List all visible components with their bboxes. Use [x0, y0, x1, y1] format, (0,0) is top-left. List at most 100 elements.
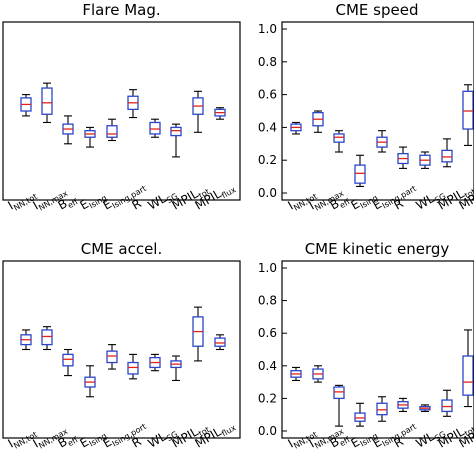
panel-title: CME kinetic energy: [305, 240, 450, 258]
box-plot-7: [149, 353, 161, 372]
x-label-base: I: [31, 199, 41, 213]
box-plot-7: [419, 151, 431, 169]
panel-2: CME speed0.00.20.40.60.81.0INN,totINN,ma…: [258, 1, 474, 215]
box-plot-6: [127, 89, 139, 119]
box-plot-2: [41, 326, 53, 351]
box-plot-8: [170, 123, 182, 158]
iqr-box: [354, 164, 366, 184]
iqr-box: [441, 399, 453, 413]
iqr-box: [127, 361, 139, 375]
box-group: [20, 82, 226, 158]
iqr-box: [462, 355, 474, 396]
x-label-base: MPIL: [193, 186, 224, 212]
box-plot-9: [462, 329, 474, 408]
box-plot-1: [290, 366, 302, 382]
y-tick-label: 0.8: [258, 294, 277, 308]
box-plot-7: [419, 404, 431, 412]
x-label-subscript: tot: [463, 187, 474, 200]
x-tick-label: MP: [457, 192, 474, 213]
box-plot-9: [462, 84, 474, 146]
y-tick-label: 0.6: [258, 88, 277, 102]
y-tick-label: 0.6: [258, 326, 277, 340]
box-plot-3: [333, 384, 345, 427]
x-tick-label: MPILflux: [193, 417, 238, 452]
iqr-box: [333, 133, 345, 143]
box-plot-9: [192, 90, 204, 133]
x-label-base: WL: [146, 191, 169, 213]
box-plot-6: [397, 397, 409, 412]
x-label-base: I: [286, 199, 296, 213]
iqr-box: [354, 412, 366, 422]
box-plot-10: [214, 334, 226, 351]
box-plot-4: [354, 154, 366, 187]
y-tick-label: 1.0: [258, 22, 277, 36]
x-label-base: I: [307, 437, 317, 451]
y-tick-label: 0.0: [258, 424, 277, 438]
iqr-box: [376, 402, 388, 416]
box-plot-3: [333, 130, 345, 153]
box-group: [20, 306, 226, 398]
iqr-box: [41, 329, 53, 346]
x-label-base: I: [31, 437, 41, 451]
plot-frame: [281, 260, 474, 439]
box-plot-1: [20, 329, 32, 351]
y-tick-label: 0.8: [258, 55, 277, 69]
x-label-base: MPIL: [193, 424, 224, 450]
plot-frame: [2, 21, 241, 201]
plot-frame: [2, 260, 241, 439]
box-plot-2: [41, 82, 53, 124]
box-plot-6: [127, 353, 139, 380]
x-label-subscript: flux: [220, 185, 238, 200]
y-tick-label: 0.4: [258, 120, 277, 134]
y-tick-label: 0.2: [258, 153, 277, 167]
box-plot-9: [192, 306, 204, 362]
box-plot-5: [106, 344, 118, 370]
box-plot-2: [312, 365, 324, 383]
x-label-subscript: tot: [463, 425, 474, 438]
iqr-box: [41, 87, 53, 115]
x-label-base: I: [6, 199, 16, 213]
box-group: [290, 329, 474, 427]
x-label-base: WL: [146, 429, 169, 451]
box-plot-2: [312, 110, 324, 133]
y-tick-label: 0.4: [258, 359, 277, 373]
x-label-subscript: flux: [220, 423, 238, 438]
x-label-base: I: [6, 437, 16, 451]
y-tick-label: 0.2: [258, 391, 277, 405]
x-tick-label: EIsing,part: [371, 178, 418, 215]
panel-3: CME accel.INN,totINN,maxBeffEIsingEIsing…: [2, 240, 241, 452]
panel-1: Flare Mag.INN,totINN,maxBeffEIsingEIsing…: [2, 1, 241, 214]
x-tick-label: MPILflux: [193, 179, 238, 214]
iqr-box: [106, 125, 118, 138]
panel-title: CME speed: [336, 1, 419, 19]
box-plot-5: [376, 396, 388, 422]
box-plot-6: [397, 146, 409, 169]
box-plot-3: [62, 115, 74, 145]
iqr-box: [333, 386, 345, 400]
panel-title: CME accel.: [81, 240, 163, 258]
box-group: [290, 84, 474, 187]
x-tick-label: R: [130, 434, 144, 450]
plot-frame: [281, 21, 474, 201]
iqr-box: [170, 126, 182, 137]
iqr-box: [62, 353, 74, 367]
iqr-box: [214, 337, 226, 347]
x-label-base: MP: [457, 192, 474, 213]
iqr-box: [462, 90, 474, 130]
box-plot-8: [441, 389, 453, 417]
box-plot-10: [214, 107, 226, 120]
box-plot-1: [290, 121, 302, 135]
x-tick-label: R: [130, 196, 144, 212]
x-label-base: I: [286, 437, 296, 451]
x-label-base: I: [307, 199, 317, 213]
box-plot-5: [376, 130, 388, 153]
x-label-base: R: [130, 434, 144, 450]
panel-4: CME kinetic energy0.00.20.40.60.81.0INN,…: [258, 240, 474, 451]
box-plot-1: [20, 94, 32, 117]
box-plot-3: [62, 348, 74, 377]
iqr-box: [149, 121, 161, 135]
x-label-base: R: [130, 196, 144, 212]
x-label-base: WL: [414, 429, 437, 451]
y-tick-label: 1.0: [258, 261, 277, 275]
